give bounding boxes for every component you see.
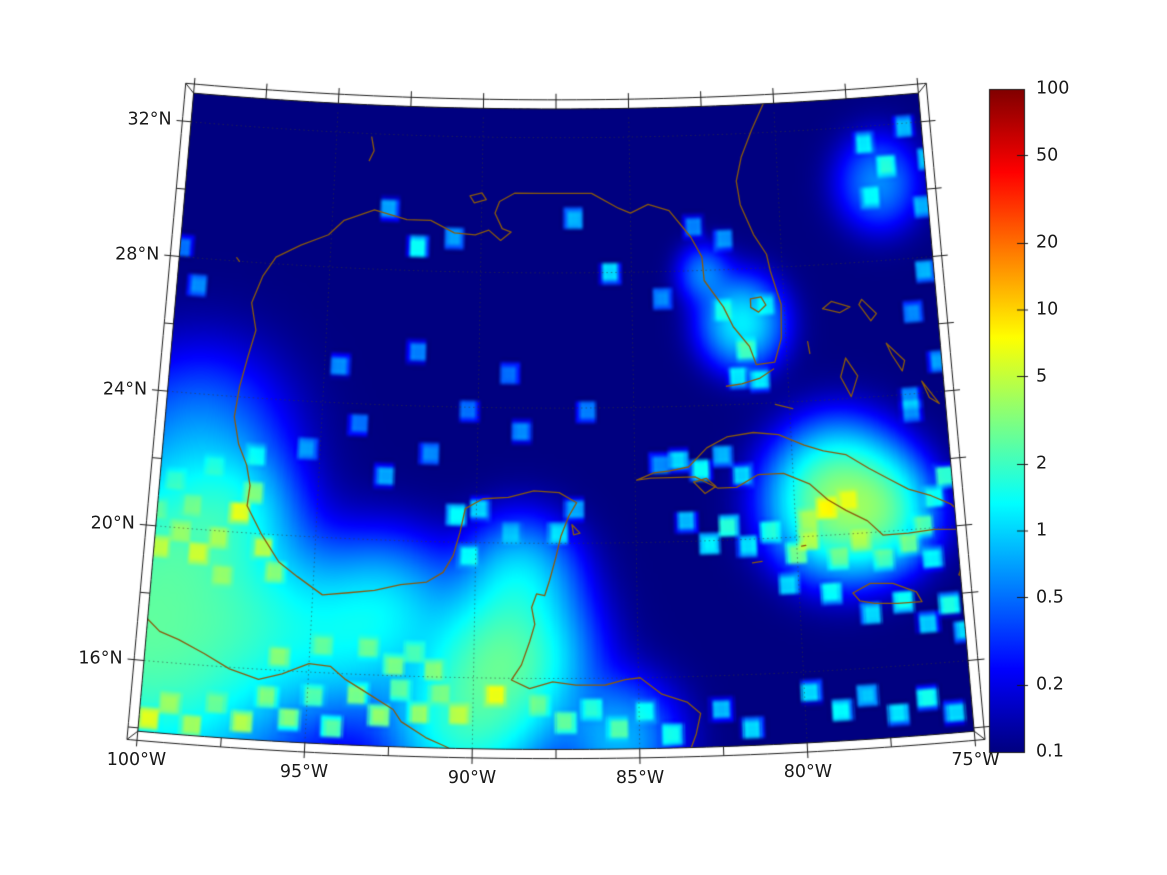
x-tick-label: 90°W — [447, 767, 497, 788]
y-tick-label: 32°N — [127, 109, 172, 130]
y-tick-label: 20°N — [90, 513, 135, 534]
y-tick-label: 16°N — [78, 648, 123, 669]
x-tick-label: 100°W — [106, 750, 167, 771]
x-tick-label: 75°W — [951, 750, 1000, 771]
colorbar-tick-label: 0.5 — [1036, 586, 1064, 607]
colorbar-tick-label: 0.1 — [1036, 741, 1064, 762]
x-tick-label: 80°W — [783, 762, 833, 783]
colorbar-tick-label: 2 — [1036, 453, 1048, 474]
colorbar-tick-label: 50 — [1036, 144, 1059, 165]
y-tick-label: 24°N — [102, 379, 148, 399]
colorbar-tick-label: 100 — [1036, 78, 1070, 99]
x-tick-label: 95°W — [279, 762, 329, 783]
colorbar-tick-label: 5 — [1036, 365, 1048, 386]
x-tick-label: 85°W — [615, 767, 665, 788]
colorbar-tick-label: 10 — [1036, 299, 1059, 320]
colorbar-tick-label: 1 — [1036, 520, 1048, 541]
y-tick-label: 28°N — [115, 244, 160, 265]
colorbar-tick-label: 20 — [1036, 232, 1059, 253]
colorbar-tick-label: 0.2 — [1036, 674, 1064, 695]
